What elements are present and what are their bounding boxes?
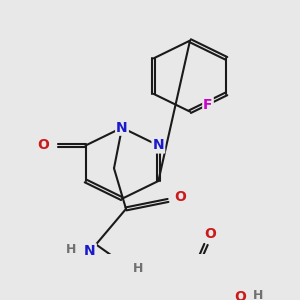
Text: O: O	[234, 290, 246, 300]
Text: N: N	[84, 244, 96, 258]
Text: H: H	[66, 243, 76, 256]
Text: O: O	[204, 227, 216, 241]
Text: N: N	[153, 139, 164, 152]
Text: H: H	[253, 289, 263, 300]
Text: O: O	[174, 190, 186, 204]
Text: F: F	[203, 98, 213, 112]
Text: O: O	[38, 139, 50, 152]
Text: N: N	[116, 121, 128, 135]
Text: H: H	[133, 262, 143, 275]
